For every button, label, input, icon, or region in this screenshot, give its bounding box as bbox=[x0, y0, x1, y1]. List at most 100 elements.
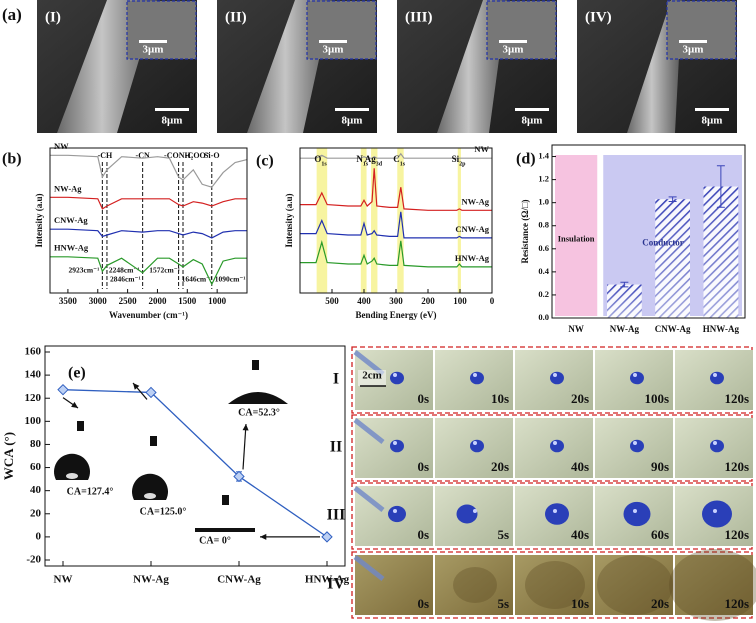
photo bbox=[515, 555, 593, 615]
row-label: II bbox=[330, 439, 342, 456]
group-label: -CH bbox=[98, 151, 113, 160]
scale-bar bbox=[335, 108, 369, 111]
photo bbox=[675, 555, 753, 615]
scale-bar bbox=[155, 108, 189, 111]
droplet bbox=[228, 392, 288, 404]
plot-frame bbox=[299, 147, 493, 294]
stain bbox=[597, 555, 673, 615]
inset bbox=[126, 0, 197, 60]
bar-fade bbox=[703, 186, 739, 318]
photo bbox=[435, 555, 513, 615]
drop bbox=[470, 371, 484, 385]
series-line bbox=[300, 211, 492, 239]
drop-glint bbox=[633, 509, 637, 513]
arrow bbox=[242, 423, 247, 470]
plot-frame bbox=[44, 345, 346, 567]
row-label: III bbox=[327, 507, 346, 524]
series-line bbox=[50, 228, 247, 239]
series-line bbox=[300, 168, 492, 211]
image-label: (IV) bbox=[585, 9, 612, 25]
image-scale: 8μm bbox=[522, 115, 543, 127]
scale-bar bbox=[499, 40, 527, 43]
x-tick-label: 300 bbox=[389, 296, 403, 306]
droplet bbox=[132, 473, 168, 500]
arrow-head bbox=[260, 533, 267, 540]
band-sub-label: 3d bbox=[376, 161, 383, 167]
scale-bar bbox=[695, 108, 729, 111]
row-label: I bbox=[333, 371, 339, 388]
annotation: CA=52.3° bbox=[238, 407, 280, 418]
y-tick-label: 0.0 bbox=[538, 312, 549, 322]
drop bbox=[623, 501, 651, 527]
needle bbox=[353, 418, 385, 444]
image-label: (III) bbox=[405, 9, 433, 25]
series-line bbox=[50, 196, 247, 210]
error-bar bbox=[620, 281, 629, 288]
time-label: 20s bbox=[651, 596, 669, 611]
band-sub-label: 2p bbox=[459, 161, 466, 167]
annotation: CA=125.0° bbox=[140, 506, 187, 517]
series-line bbox=[50, 154, 248, 188]
series-name: CNW-Ag bbox=[54, 215, 88, 225]
scale-bar bbox=[515, 108, 549, 111]
drop-glint bbox=[553, 509, 557, 513]
stain bbox=[525, 561, 585, 609]
region bbox=[555, 155, 598, 316]
error-bar bbox=[716, 165, 725, 208]
time-label: 10s bbox=[571, 596, 589, 611]
time-label: 40s bbox=[571, 527, 589, 542]
series-name: HNW-Ag bbox=[54, 243, 89, 253]
drop bbox=[710, 439, 724, 453]
time-label: 10s bbox=[491, 391, 509, 406]
time-label: 90s bbox=[651, 459, 669, 474]
inset bbox=[666, 0, 737, 60]
y-tick-label: 100 bbox=[25, 415, 42, 427]
arrow-head bbox=[133, 383, 140, 390]
bar-fade bbox=[607, 284, 642, 318]
stain bbox=[669, 549, 756, 621]
drop-glint bbox=[393, 441, 397, 445]
arrow-head bbox=[242, 424, 249, 431]
y-tick-label: 0.4 bbox=[538, 266, 549, 276]
x-tick-label: 3000 bbox=[89, 296, 108, 306]
drop bbox=[456, 504, 478, 524]
x-tick-label: 400 bbox=[357, 296, 371, 306]
y-tick-label: 80 bbox=[30, 438, 42, 450]
time-label: 0s bbox=[417, 596, 429, 611]
y-tick-label: 1.4 bbox=[538, 150, 549, 160]
series-line bbox=[50, 256, 247, 286]
error-bar bbox=[668, 196, 677, 203]
x-tick-label: CNW-Ag bbox=[217, 574, 261, 586]
time-label: 20s bbox=[491, 459, 509, 474]
y-tick-label: 0.2 bbox=[538, 289, 549, 299]
point bbox=[57, 383, 69, 396]
series-name: CNW-Ag bbox=[455, 224, 489, 234]
sem-image: 3μm 8μm (II) bbox=[217, 0, 377, 133]
series-name: HNW-Ag bbox=[455, 253, 490, 263]
x-tick-label: 1500 bbox=[178, 296, 197, 306]
panel-label: (a) bbox=[2, 5, 22, 24]
x-tick-label: CNW-Ag bbox=[655, 324, 691, 334]
time-label: 120s bbox=[724, 391, 749, 406]
drop bbox=[550, 371, 564, 385]
drop bbox=[390, 371, 404, 385]
band-label: N bbox=[356, 154, 363, 164]
drop-glint bbox=[553, 441, 557, 445]
inset bbox=[306, 0, 377, 60]
band-label: O bbox=[314, 154, 321, 164]
series-name: NW bbox=[474, 144, 489, 154]
drop bbox=[470, 439, 484, 453]
sem-image: 3μm 8μm (IV) bbox=[577, 0, 737, 133]
y-tick-label: 0.8 bbox=[538, 220, 549, 230]
drop-glint bbox=[473, 441, 477, 445]
needle bbox=[353, 486, 385, 512]
point bbox=[145, 386, 157, 399]
x-tick-label: 500 bbox=[325, 296, 339, 306]
y-tick-label: 40 bbox=[30, 484, 42, 496]
annotation: CA= 0° bbox=[199, 535, 231, 546]
time-label: 5s bbox=[497, 527, 509, 542]
scale-bar bbox=[139, 40, 167, 43]
time-label: 120s bbox=[724, 596, 749, 611]
scale-bar bbox=[679, 40, 707, 43]
